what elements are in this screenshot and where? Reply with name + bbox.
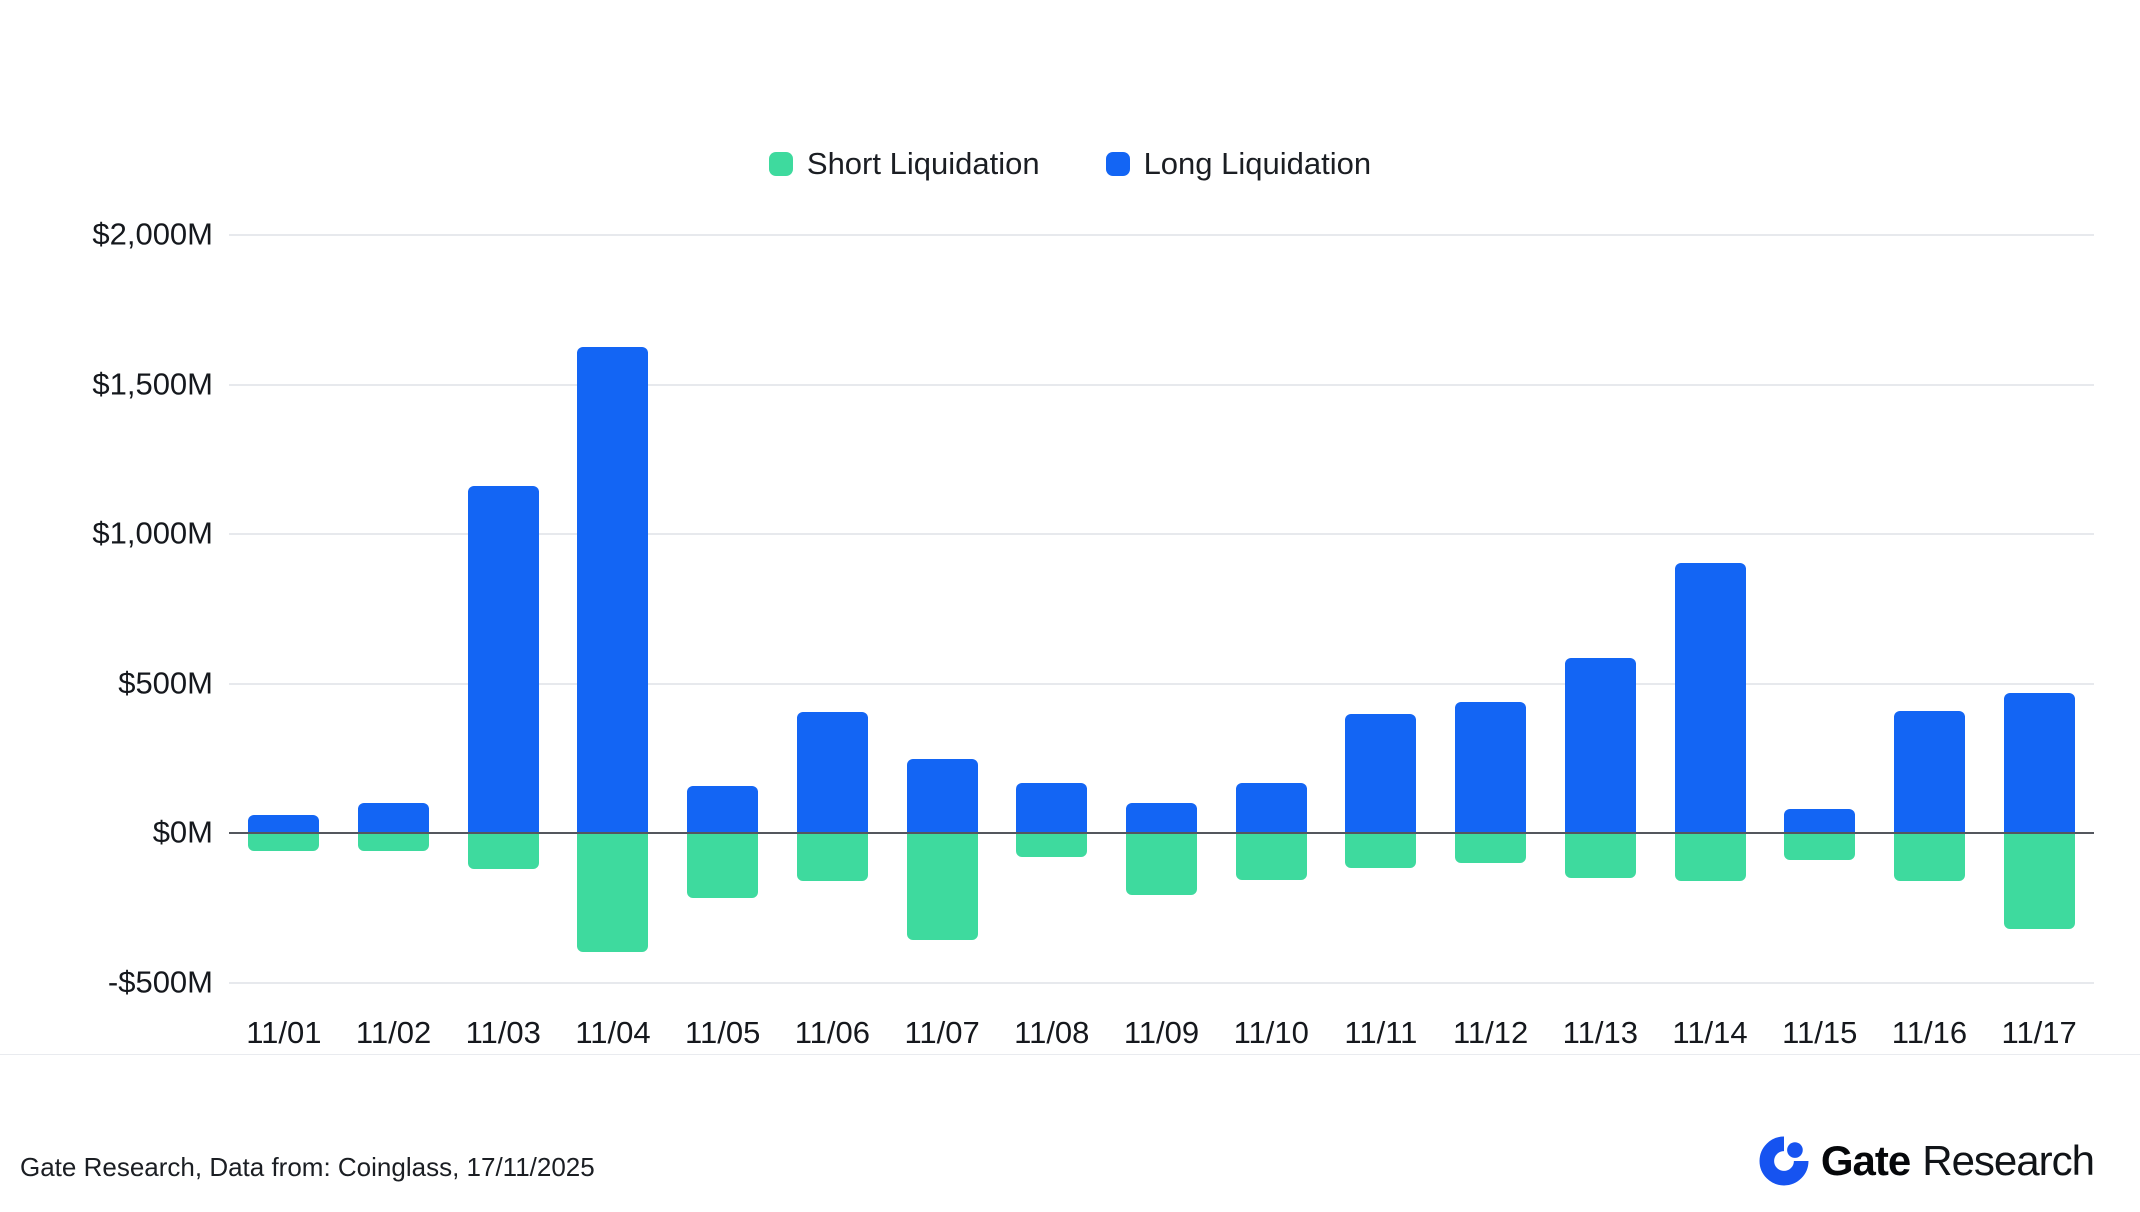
brand-name-bold: Gate — [1820, 1137, 1911, 1184]
gate-logo-icon — [1759, 1136, 1809, 1186]
bar-short-liquidation — [797, 833, 868, 882]
bar-short-liquidation — [1894, 833, 1965, 882]
legend-swatch-short-icon — [768, 152, 793, 176]
bar-long-liquidation — [2004, 692, 2075, 834]
x-axis-tick-label: 11/08 — [1014, 1015, 1090, 1050]
bar-short-liquidation — [1784, 833, 1855, 861]
bar-long-liquidation — [1784, 809, 1855, 834]
y-axis-tick-label: $2,000M — [92, 216, 213, 252]
gridline — [229, 533, 2094, 536]
bar-short-liquidation — [577, 833, 648, 952]
bar-short-liquidation — [1455, 833, 1526, 864]
bar-long-liquidation — [1345, 713, 1416, 834]
bar-long-liquidation — [1236, 782, 1307, 834]
bar-short-liquidation — [1345, 833, 1416, 868]
x-axis: 11/01 11/02 11/03 11/04 11/05 11/06 11/07 11/08… — [229, 1001, 2094, 1050]
x-axis-tick-label: 11/09 — [1123, 1015, 1200, 1050]
bar-short-liquidation — [1565, 833, 1636, 879]
legend-label-long: Long Liquidation — [1143, 146, 1372, 181]
chart-legend: Short Liquidation Long Liquidation — [0, 146, 2140, 182]
y-axis-tick-label: $1,000M — [92, 515, 213, 551]
bar-short-liquidation — [1675, 833, 1746, 882]
bar-short-liquidation — [1236, 833, 1307, 880]
x-axis-tick-label: 11/14 — [1672, 1015, 1748, 1050]
gridline — [229, 234, 2094, 236]
bar-long-liquidation — [1894, 710, 1965, 834]
bar-long-liquidation — [687, 785, 758, 834]
x-axis-tick-label: 11/17 — [2001, 1015, 2077, 1050]
x-axis-tick-label: 11/01 — [246, 1015, 322, 1050]
x-axis-tick-label: 11/15 — [1782, 1015, 1858, 1050]
bar-long-liquidation — [1126, 803, 1197, 834]
legend-item-short-liquidation: Short Liquidation — [768, 146, 1040, 182]
bar-short-liquidation — [468, 833, 539, 870]
bar-long-liquidation — [1455, 701, 1526, 834]
bar-short-liquidation — [358, 833, 429, 852]
zero-axis-line — [229, 832, 2094, 835]
bar-short-liquidation — [1016, 833, 1087, 858]
bar-short-liquidation — [2004, 833, 2075, 930]
bar-short-liquidation — [907, 833, 978, 940]
y-axis-tick-label: $1,500M — [92, 365, 213, 401]
y-axis-tick-label: -$500M — [107, 964, 213, 1000]
x-axis-tick-label: 11/13 — [1562, 1015, 1638, 1050]
brand-name-regular: Research — [1922, 1137, 2095, 1184]
bar-long-liquidation — [577, 347, 648, 834]
brand-logo: Gate Research — [1759, 1136, 2095, 1186]
footer-divider — [0, 1054, 2140, 1055]
legend-label-short: Short Liquidation — [806, 146, 1040, 181]
bar-short-liquidation — [1126, 833, 1197, 895]
x-axis-tick-label: 11/16 — [1891, 1015, 1968, 1050]
bar-long-liquidation — [1565, 658, 1636, 834]
x-axis-tick-label: 11/05 — [685, 1015, 761, 1050]
bar-short-liquidation — [248, 833, 319, 852]
gridline — [229, 682, 2094, 685]
y-axis-tick-label: $500M — [118, 665, 213, 701]
x-axis-tick-label: 11/04 — [575, 1015, 651, 1050]
x-axis-tick-label: 11/07 — [904, 1015, 980, 1050]
bar-short-liquidation — [687, 833, 758, 898]
bar-long-liquidation — [248, 815, 319, 834]
bar-long-liquidation — [1016, 782, 1087, 834]
y-axis: $2,000M $1,500M $1,000M $500M $0M -$500M — [0, 216, 213, 999]
gridline — [229, 982, 2094, 984]
bar-long-liquidation — [358, 803, 429, 834]
y-axis-tick-label: $0M — [152, 814, 213, 850]
bar-long-liquidation — [468, 486, 539, 834]
x-axis-tick-label: 11/12 — [1452, 1015, 1529, 1050]
x-axis-tick-label: 11/03 — [465, 1015, 541, 1050]
bar-long-liquidation — [907, 758, 978, 834]
x-axis-tick-label: 11/06 — [794, 1015, 871, 1050]
gridline — [229, 383, 2094, 386]
bar-long-liquidation — [1675, 562, 1746, 834]
x-axis-tick-label: 11/10 — [1233, 1015, 1309, 1050]
source-note: Gate Research, Data from: Coinglass, 17/… — [20, 1152, 595, 1182]
legend-swatch-long-icon — [1105, 152, 1130, 176]
chart-plot-area — [229, 234, 2094, 984]
x-axis-tick-label: 11/02 — [355, 1015, 432, 1050]
x-axis-tick-label: 11/11 — [1344, 1015, 1418, 1050]
legend-item-long-liquidation: Long Liquidation — [1105, 146, 1372, 182]
bar-long-liquidation — [797, 712, 868, 834]
